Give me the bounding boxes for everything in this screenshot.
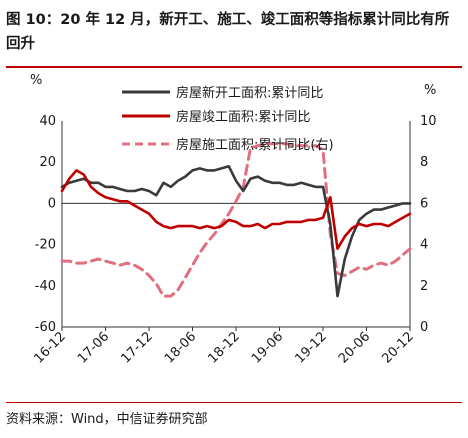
left-tick-label: 20	[39, 155, 56, 170]
title-divider	[6, 66, 462, 68]
right-tick-label: 10	[420, 114, 437, 129]
left-tick-label: 40	[39, 114, 56, 129]
x-tick-label: 19-06	[249, 329, 286, 366]
right-tick-label: 6	[420, 196, 428, 211]
right-tick-label: 2	[420, 279, 428, 294]
x-tick-label: 18-12	[206, 329, 243, 366]
left-axis-unit: %	[30, 73, 42, 88]
series-line-2	[60, 169, 412, 250]
x-tick-label: 17-06	[75, 329, 112, 366]
x-tick-label: 20-06	[336, 329, 373, 366]
series-layer	[60, 142, 412, 298]
right-tick-label: 8	[420, 155, 428, 170]
right-tick-label: 4	[420, 238, 428, 253]
source-note: 资料来源：Wind，中信证券研究部	[6, 412, 208, 427]
x-tick-label: 17-12	[119, 329, 156, 366]
left-tick-label: -20	[35, 238, 56, 253]
x-tick-label: 18-06	[162, 329, 199, 366]
figure-title: 图 10：20 年 12 月，新开工、施工、竣工面积等指标累计同比有所回升	[6, 12, 450, 52]
series-line-1	[60, 165, 412, 298]
x-tick-label: 20-12	[380, 329, 417, 366]
x-tick-label: 19-12	[293, 329, 330, 366]
left-tick-label: 0	[48, 196, 56, 211]
right-tick-label: 0	[420, 320, 428, 335]
left-tick-label: -60	[35, 320, 56, 335]
series-line-3	[60, 142, 412, 298]
source-divider	[6, 402, 462, 403]
legend-label-2: 房屋竣工面积:累计同比	[176, 109, 310, 125]
legend-label-1: 房屋新开工面积:累计同比	[176, 85, 323, 101]
left-tick-label: -40	[35, 279, 56, 294]
legend-label-3: 房屋施工面积:累计同比(右)	[176, 137, 334, 153]
right-axis-unit: %	[424, 83, 436, 98]
